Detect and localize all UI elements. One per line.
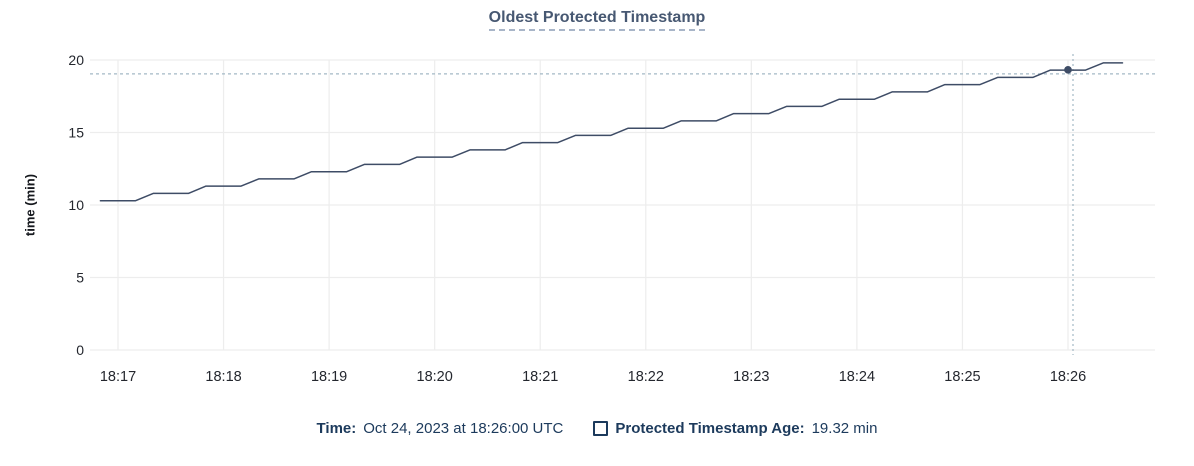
x-tick-label: 18:21 xyxy=(522,369,558,385)
y-tick-label: 0 xyxy=(76,342,84,358)
legend-item-protected-timestamp-age[interactable]: Protected Timestamp Age: 19.32 min xyxy=(593,420,877,437)
chart-footer: Time: Oct 24, 2023 at 18:26:00 UTC Prote… xyxy=(0,417,1194,439)
y-tick-label: 20 xyxy=(68,52,84,68)
x-tick-label: 18:18 xyxy=(205,369,241,385)
series-name-label: Protected Timestamp Age: xyxy=(615,419,805,437)
x-tick-label: 18:17 xyxy=(100,369,136,385)
x-tick-label: 18:23 xyxy=(733,369,769,385)
chart-title-row: Oldest Protected Timestamp xyxy=(0,9,1194,31)
x-tick-label: 18:24 xyxy=(839,369,875,385)
chart-canvas[interactable]: 0 5 10 15 20 18:17 18:18 18:19 18:20 18:21 18:22 18… xyxy=(0,0,1194,400)
y-tick-label: 5 xyxy=(76,270,84,286)
hover-time-label: Time: xyxy=(316,419,357,437)
legend-checkbox-icon[interactable] xyxy=(593,420,609,436)
x-tick-label: 18:25 xyxy=(944,369,980,385)
series-hover-value: 19.32 min xyxy=(811,419,878,437)
x-tick-label: 18:19 xyxy=(311,369,347,385)
x-tick-label: 18:22 xyxy=(628,369,664,385)
hover-time-value: Oct 24, 2023 at 18:26:00 UTC xyxy=(363,419,564,437)
hover-point-dot xyxy=(1064,66,1072,74)
y-tick-label: 10 xyxy=(68,197,84,213)
x-tick-label: 18:26 xyxy=(1050,369,1086,385)
chart-title[interactable]: Oldest Protected Timestamp xyxy=(488,9,706,31)
x-tick-label: 18:20 xyxy=(417,369,453,385)
series-line xyxy=(99,62,1124,202)
y-tick-label: 15 xyxy=(68,125,84,141)
